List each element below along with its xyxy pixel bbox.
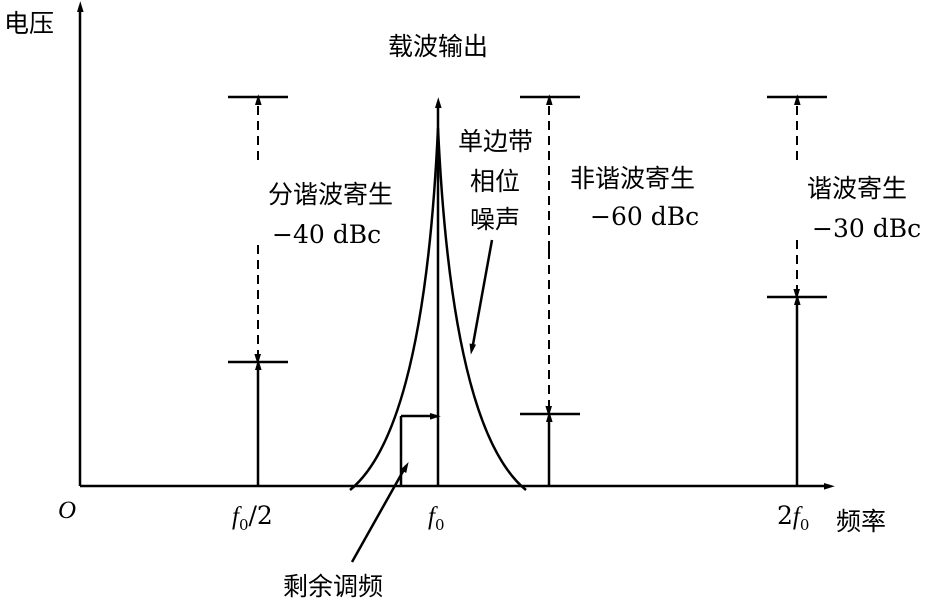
spur-level: −30 dBc: [812, 214, 921, 243]
phase-noise-curve: [349, 127, 527, 491]
carrier-label: 载波输出: [388, 32, 488, 61]
spur-level: −60 dBc: [590, 202, 699, 231]
phase-noise-label: 噪声: [470, 205, 520, 234]
residual-fm-label: 剩余调频: [283, 572, 383, 601]
phase-noise-label: 单边带: [458, 127, 533, 156]
phase-noise-label: 相位: [470, 167, 520, 196]
pointer-arrow: [350, 461, 409, 563]
pointer-arrow: [469, 239, 494, 355]
spur-name: 谐波寄生: [807, 174, 907, 203]
y-axis-label: 电压: [4, 9, 54, 38]
x-tick-label: f0/2: [232, 501, 273, 534]
x-tick-label: 2f0: [777, 501, 809, 534]
x-tick-label: f0: [428, 503, 445, 534]
x-axis-label: 频率: [836, 507, 886, 536]
spur-level: −40 dBc: [272, 220, 381, 249]
spur-name: 非谐波寄生: [570, 164, 695, 193]
origin: O: [58, 497, 76, 524]
spur-name: 分谐波寄生: [268, 180, 393, 209]
